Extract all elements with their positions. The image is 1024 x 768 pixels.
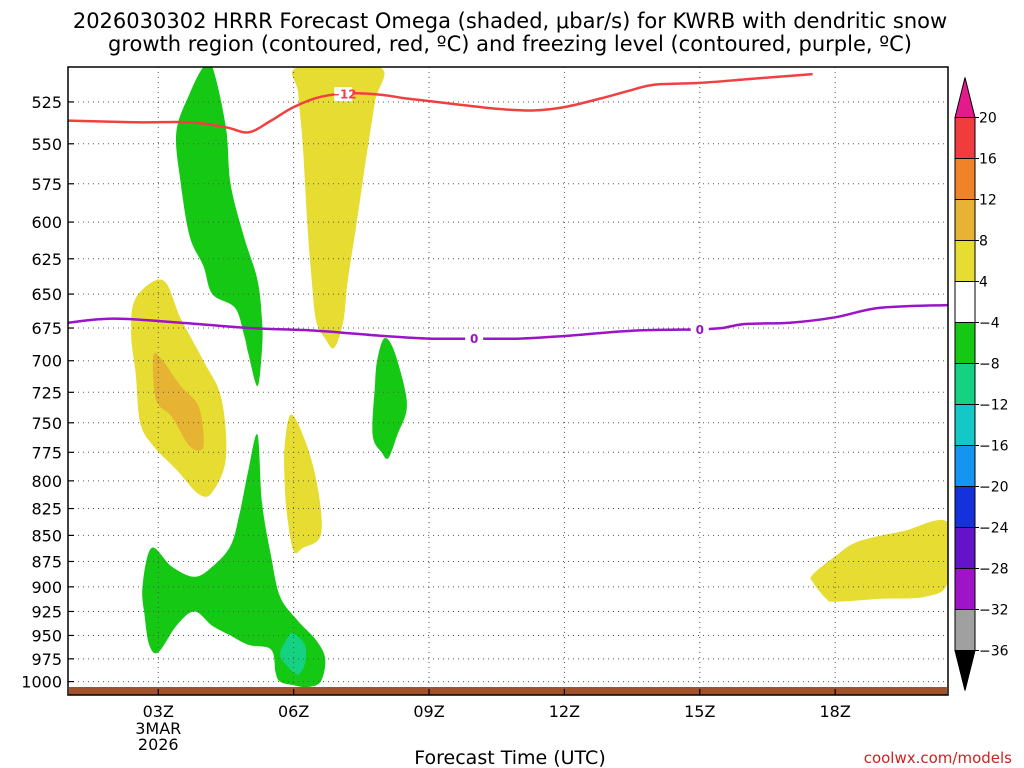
y-tick-label-925: 925 xyxy=(31,602,62,621)
colorbar-band-4 xyxy=(954,240,976,282)
colorbar-label-3: 12 xyxy=(979,193,997,209)
contour-label-bg-1-0 xyxy=(465,331,484,346)
ground-strip xyxy=(69,687,947,695)
colorbar-label-8: −12 xyxy=(979,398,1009,414)
shaded-omega-regions xyxy=(131,67,948,688)
contour-labels: −12 0 0 xyxy=(330,87,709,346)
colorbar-label-5: 4 xyxy=(979,275,988,291)
y-tick-label-750: 750 xyxy=(31,414,62,433)
colorbar-band-5 xyxy=(954,281,976,323)
y-tick-label-975: 975 xyxy=(31,650,62,669)
grid-lines xyxy=(68,67,948,695)
y-tick-label-800: 800 xyxy=(31,472,62,491)
contour-dendritic-12 xyxy=(68,72,813,134)
omega-region-4 xyxy=(284,414,322,554)
y-tick-label-1000: 1000 xyxy=(21,673,62,692)
x-tick-sublabel-03Z-2: 2026 xyxy=(138,735,179,754)
plot-area: −12 0 0 525 550 575 600 625 650 675 700 725 750 775 80… xyxy=(21,66,949,754)
colorbar-label-14: −36 xyxy=(979,644,1009,660)
colorbar-band-7 xyxy=(954,363,976,405)
contour-label-bg-1-1 xyxy=(690,322,709,337)
y-tick-label-650: 650 xyxy=(31,285,62,304)
plot-frame xyxy=(67,66,949,696)
omega-region-6 xyxy=(175,67,263,387)
colorbar-label-4: 8 xyxy=(979,234,988,250)
y-tick-label-625: 625 xyxy=(31,250,62,269)
y-tick-label-875: 875 xyxy=(31,552,62,571)
contour-label-bg-0-0 xyxy=(334,87,353,102)
x-tick-label-03Z: 03Z xyxy=(143,702,174,721)
y-tick-label-850: 850 xyxy=(31,526,62,545)
y-tick-label-725: 725 xyxy=(31,383,62,402)
colorbar-band-11 xyxy=(954,527,976,569)
colorbar-label-9: −16 xyxy=(979,439,1009,455)
omega-region-7 xyxy=(372,337,407,459)
x-tick-label-15Z: 15Z xyxy=(684,702,715,721)
y-tick-label-550: 550 xyxy=(31,135,62,154)
colorbar-band-3 xyxy=(954,199,976,241)
colorbar-band-12 xyxy=(954,568,976,610)
x-tick-label-06Z: 06Z xyxy=(278,702,309,721)
colorbar-band-8 xyxy=(954,404,976,446)
colorbar-band-1 xyxy=(954,117,976,159)
y-tick-label-950: 950 xyxy=(31,626,62,645)
y-axis: 525 550 575 600 625 650 675 700 725 750 775 800 825 8… xyxy=(21,93,74,692)
y-tick-label-575: 575 xyxy=(31,175,62,194)
contour-lines xyxy=(68,72,948,341)
y-tick-label-775: 775 xyxy=(31,443,62,462)
omega-region-1 xyxy=(292,67,385,349)
x-axis-label: Forecast Time (UTC) xyxy=(414,747,605,768)
contour-freezing-level-0 xyxy=(68,303,948,341)
colorbar-band-13 xyxy=(954,609,976,651)
colorbar-label-10: −20 xyxy=(979,480,1009,496)
x-tick-label-18Z: 18Z xyxy=(820,702,851,721)
y-tick-label-600: 600 xyxy=(31,213,62,232)
y-tick-label-900: 900 xyxy=(31,578,62,597)
colorbar-band-10 xyxy=(954,486,976,528)
colorbar-label-1: 20 xyxy=(979,111,997,127)
y-tick-label-825: 825 xyxy=(31,500,62,519)
colorbar-band-2 xyxy=(954,158,976,200)
colorbar-band-9 xyxy=(954,445,976,487)
x-tick-label-12Z: 12Z xyxy=(549,702,580,721)
colorbar-label-2: 16 xyxy=(979,152,997,168)
contour-label-1-0: 0 xyxy=(470,332,478,346)
colorbar-bottom-triangle xyxy=(954,650,976,691)
colorbar-band-6 xyxy=(954,322,976,364)
omega-region-9 xyxy=(280,632,307,675)
contour-label-1-1: 0 xyxy=(696,323,704,337)
y-tick-label-525: 525 xyxy=(31,93,62,112)
colorbar-top-triangle xyxy=(954,77,976,118)
x-tick-label-09Z: 09Z xyxy=(413,702,444,721)
omega-region-3 xyxy=(152,352,204,451)
chart-title-line-1: 2026030302 HRRR Forecast Omega (shaded, … xyxy=(73,9,947,33)
colorbar-label-11: −24 xyxy=(979,521,1009,537)
y-tick-label-700: 700 xyxy=(31,352,62,371)
contour-label-0-0: −12 xyxy=(330,88,357,102)
y-tick-label-675: 675 xyxy=(31,319,62,338)
colorbar-label-7: −8 xyxy=(979,357,1000,373)
colorbar-label-13: −32 xyxy=(979,603,1009,619)
colorbar: 20 16 12 8 4 −4 −8 −12 −16 −20 −24 −28 −32 −36 xyxy=(954,77,1009,691)
colorbar-label-6: −4 xyxy=(979,316,1000,332)
colorbar-label-12: −28 xyxy=(979,562,1009,578)
x-tick-sublabel-03Z-1: 3MAR xyxy=(135,719,181,738)
omega-region-8 xyxy=(142,433,326,688)
chart-title-line-2: growth region (contoured, red, ºC) and f… xyxy=(108,32,912,56)
credit-text: coolwx.com/models xyxy=(864,749,1012,767)
omega-region-5 xyxy=(810,519,948,602)
